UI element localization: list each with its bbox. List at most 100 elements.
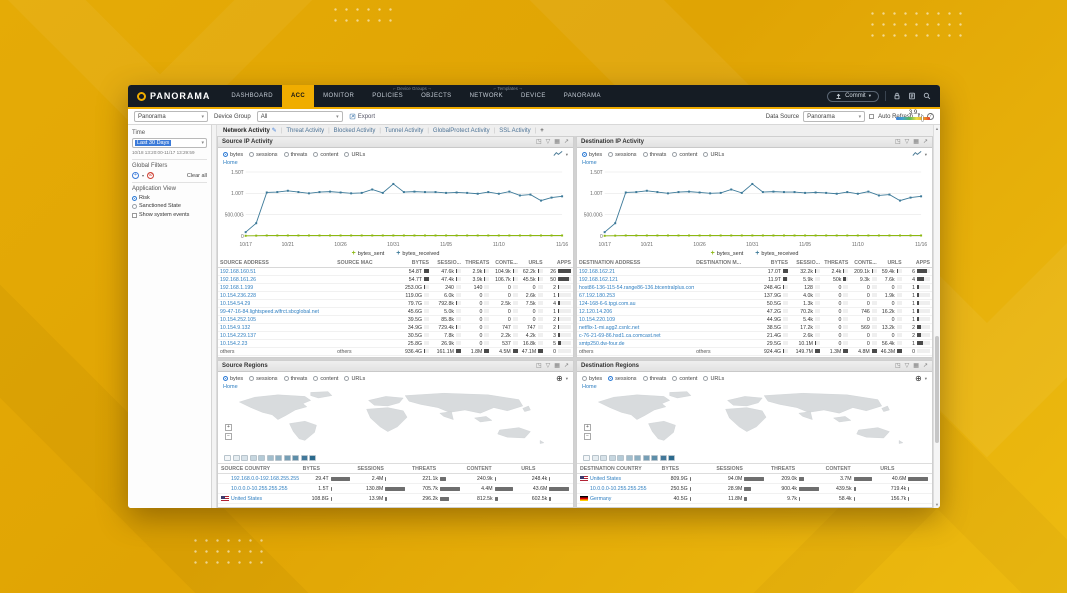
nav-tab-panorama[interactable]: PANORAMA — [563, 93, 601, 99]
auto-refresh-checkbox[interactable] — [869, 114, 875, 119]
column-header[interactable]: URLS — [519, 259, 545, 268]
commit-button[interactable]: Commit ▾ — [827, 90, 879, 102]
help-icon[interactable]: ? — [927, 113, 934, 120]
column-header[interactable]: CONTE... — [850, 259, 879, 268]
legend-item-bytes_received[interactable]: + bytes_received — [396, 250, 439, 257]
globe-icon[interactable]: ⊕ — [915, 374, 922, 383]
world-map-svg[interactable] — [581, 390, 928, 454]
jump-to-logs-icon[interactable]: ↗ — [922, 139, 928, 145]
maximize-icon[interactable]: ◳ — [536, 363, 542, 369]
column-header[interactable]: DESTINATION ADDRESS — [577, 259, 695, 268]
column-header[interactable]: URLS — [518, 463, 573, 474]
globe-icon[interactable]: ⊕ — [556, 374, 563, 383]
metric-radio-threats[interactable]: threats — [642, 152, 666, 158]
address-link[interactable]: 10.154.229.137 — [218, 331, 336, 340]
address-link[interactable]: 12.120.14.206 — [577, 307, 695, 316]
legend-item-bytes_sent[interactable]: + bytes_sent — [711, 250, 744, 257]
subtab[interactable]: Tunnel Activity — [384, 127, 424, 134]
filter-icon[interactable]: ▽ — [904, 139, 910, 145]
address-link[interactable]: 10.154.236.228 — [218, 291, 336, 300]
edit-tab-icon[interactable]: ✎ — [271, 128, 277, 134]
device-group-select[interactable]: All ▾ — [256, 111, 343, 122]
column-header[interactable]: THREATS — [767, 463, 823, 474]
column-header[interactable]: APPS — [544, 259, 573, 268]
subtab[interactable]: GlobalProtect Activity — [432, 127, 490, 134]
metric-radio-urls[interactable]: URLs — [344, 376, 365, 382]
filter-icon[interactable]: ▽ — [545, 363, 551, 369]
column-header[interactable]: CONTENT — [463, 463, 519, 474]
add-tab-button[interactable]: + — [540, 127, 544, 134]
table-view-icon[interactable]: ▦ — [913, 363, 919, 369]
column-header[interactable]: THREATS — [821, 259, 851, 268]
context-select[interactable]: Panorama ▾ — [134, 111, 208, 122]
column-header[interactable]: CONTENT — [822, 463, 878, 474]
data-source-select[interactable]: Panorama ▾ — [803, 111, 866, 122]
metric-radio-urls[interactable]: URLs — [703, 152, 724, 158]
metric-radio-sessions[interactable]: sessions — [249, 376, 278, 382]
metric-radio-sessions[interactable]: sessions — [608, 376, 637, 382]
metric-radio-threats[interactable]: threats — [642, 376, 666, 382]
address-link[interactable]: 67.192.180.253 — [577, 291, 695, 300]
nav-tab-network[interactable]: NETWORK — [469, 93, 504, 99]
zoom-in-button[interactable]: + — [225, 424, 232, 431]
table-view-icon[interactable]: ▦ — [913, 139, 919, 145]
country-link[interactable]: United States — [218, 493, 300, 504]
nav-tab-dashboard[interactable]: DASHBOARD — [231, 93, 273, 99]
column-header[interactable]: DESTINATION M... — [694, 259, 755, 268]
metric-radio-content[interactable]: content — [672, 152, 697, 158]
address-link[interactable]: netflix-1-mi.agg2.csnlc.net — [577, 323, 695, 332]
subtab[interactable]: SSL Activity — [499, 127, 531, 134]
column-header[interactable]: CONTE... — [491, 259, 520, 268]
breadcrumb-home-link[interactable]: Home — [582, 384, 597, 390]
maximize-icon[interactable]: ◳ — [895, 139, 901, 145]
line-chart-icon[interactable] — [912, 150, 922, 159]
subtab[interactable]: Blocked Activity — [333, 127, 376, 134]
sanctioned-state-radio[interactable]: Sanctioned State — [132, 203, 181, 209]
metric-radio-content[interactable]: content — [313, 376, 338, 382]
clear-all-link[interactable]: Clear all — [186, 172, 207, 179]
metric-radio-sessions[interactable]: sessions — [249, 152, 278, 158]
table-view-icon[interactable]: ▦ — [554, 139, 560, 145]
country-link[interactable]: 10.0.0.0-10.255.255.255 — [218, 483, 300, 494]
nav-tab-monitor[interactable]: MONITOR — [323, 93, 355, 99]
metric-radio-bytes[interactable]: bytes — [223, 152, 243, 158]
maximize-icon[interactable]: ◳ — [536, 139, 542, 145]
country-link[interactable]: 10.0.0.0-10.255.255.255 — [577, 483, 659, 494]
column-header[interactable]: BYTES — [754, 259, 790, 268]
address-link[interactable]: c-76-21-69-86.hsd1.ca.comcast.net — [577, 331, 695, 340]
maximize-icon[interactable]: ◳ — [895, 363, 901, 369]
address-link[interactable]: 10.154.9.132 — [218, 323, 336, 332]
address-link[interactable]: 124-168-6-6.tpgi.com.au — [577, 299, 695, 308]
column-header[interactable]: THREATS — [408, 463, 464, 474]
nav-tab-policies[interactable]: POLICIES — [372, 93, 404, 99]
zoom-out-button[interactable]: − — [225, 433, 232, 440]
column-header[interactable]: BYTES — [299, 463, 355, 474]
column-header[interactable]: THREATS — [462, 259, 492, 268]
column-header[interactable]: SOURCE COUNTRY — [218, 463, 300, 474]
filter-icon[interactable]: ▽ — [904, 363, 910, 369]
column-header[interactable]: SESSIONS — [713, 463, 768, 474]
nav-tab-acc[interactable]: ACC — [281, 85, 315, 107]
subtab[interactable]: Threat Activity — [286, 127, 325, 134]
zoom-out-button[interactable]: − — [584, 433, 591, 440]
metric-radio-bytes[interactable]: bytes — [223, 376, 243, 382]
lock-icon[interactable] — [892, 92, 901, 101]
country-link[interactable]: 192.168.0.0-192.168.255.255 — [218, 473, 300, 484]
legend-item-bytes_received[interactable]: + bytes_received — [755, 250, 798, 257]
column-header[interactable]: SESSIO... — [790, 259, 822, 268]
export-button[interactable]: Export — [349, 113, 375, 120]
address-link[interactable]: host86-136-115-54.range86-136.btcentralp… — [577, 283, 695, 292]
show-system-events-checkbox[interactable] — [132, 212, 137, 218]
table-view-icon[interactable]: ▦ — [554, 363, 560, 369]
column-header[interactable]: APPS — [903, 259, 932, 268]
search-icon[interactable] — [922, 92, 931, 101]
address-link[interactable]: 192.168.160.51 — [218, 267, 336, 276]
column-header[interactable]: SESSIONS — [354, 463, 409, 474]
metric-radio-urls[interactable]: URLs — [344, 152, 365, 158]
country-link[interactable]: United States — [577, 473, 659, 484]
nav-tab-objects[interactable]: OBJECTS — [421, 93, 452, 99]
column-header[interactable]: DESTINATION COUNTRY — [577, 463, 659, 474]
address-link[interactable]: 10.154.220.109 — [577, 315, 695, 324]
legend-item-bytes_sent[interactable]: + bytes_sent — [352, 250, 385, 257]
negate-filter-icon[interactable]: ⊘ — [147, 171, 155, 179]
